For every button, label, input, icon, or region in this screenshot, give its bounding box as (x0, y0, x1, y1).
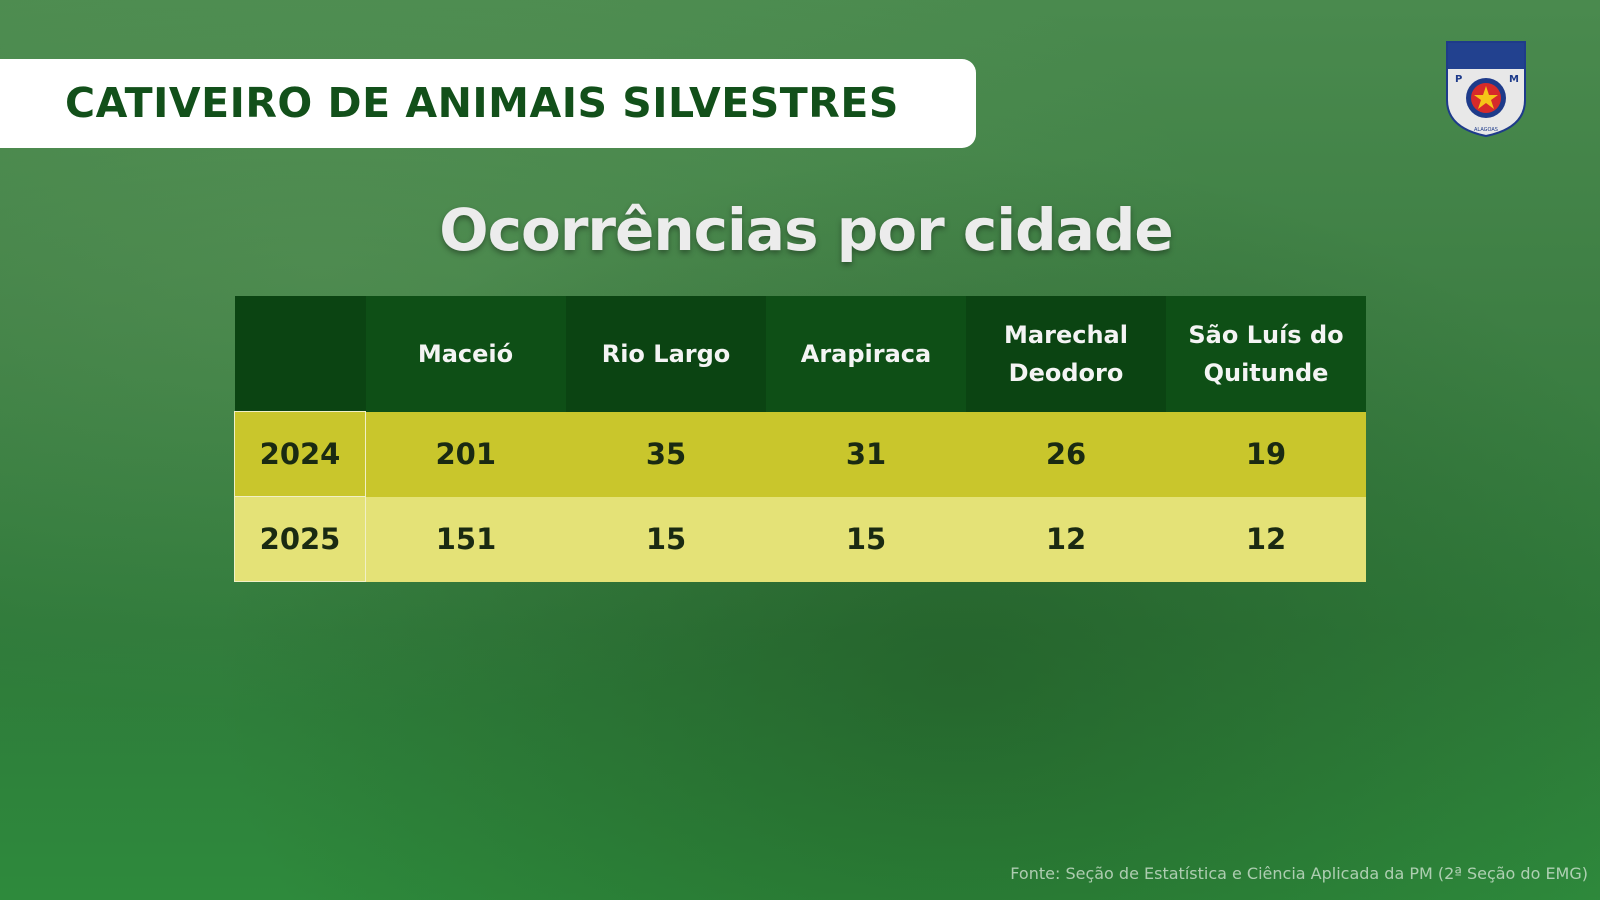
logo-band (1448, 43, 1524, 69)
title-banner: CATIVEIRO DE ANIMAIS SILVESTRES (0, 59, 976, 148)
logo-caption: ALAGOAS (1474, 127, 1498, 133)
value-cell: 15 (766, 496, 966, 582)
value-cell: 15 (566, 496, 766, 582)
logo-letter: M (1509, 74, 1519, 85)
data-row: 2024 201 35 31 26 19 (234, 411, 1366, 497)
column-header: Marechal Deodoro (966, 296, 1166, 412)
value-cell: 12 (966, 496, 1166, 582)
column-header: Arapiraca (766, 296, 966, 412)
subtitle: Ocorrências por cidade (439, 196, 1173, 264)
column-header: Rio Largo (566, 296, 766, 412)
title: CATIVEIRO DE ANIMAIS SILVESTRES (65, 79, 899, 127)
value-cell: 35 (566, 411, 766, 497)
logo-letter: P (1455, 74, 1462, 85)
column-header: São Luís do Quitunde (1166, 296, 1366, 412)
data-row: 2025 151 15 15 12 12 (234, 496, 1366, 582)
value-cell: 12 (1166, 496, 1366, 582)
logo: P M ALAGOAS (1446, 41, 1526, 138)
header-row: Maceió Rio Largo Arapiraca Marechal Deodoro… (234, 296, 1366, 412)
row-label: 2024 (234, 411, 366, 497)
logo-star (1474, 86, 1498, 109)
row-label: 2025 (234, 496, 366, 582)
data-table: Maceió Rio Largo Arapiraca Marechal Deodoro… (234, 296, 1366, 582)
value-cell: 151 (365, 496, 566, 582)
corner-cell (234, 296, 366, 412)
source-note: Fonte: Seção de Estatística e Ciência Ap… (1010, 864, 1588, 883)
value-cell: 19 (1166, 411, 1366, 497)
column-header: Maceió (365, 296, 566, 412)
value-cell: 31 (766, 411, 966, 497)
value-cell: 201 (365, 411, 566, 497)
value-cell: 26 (966, 411, 1166, 497)
